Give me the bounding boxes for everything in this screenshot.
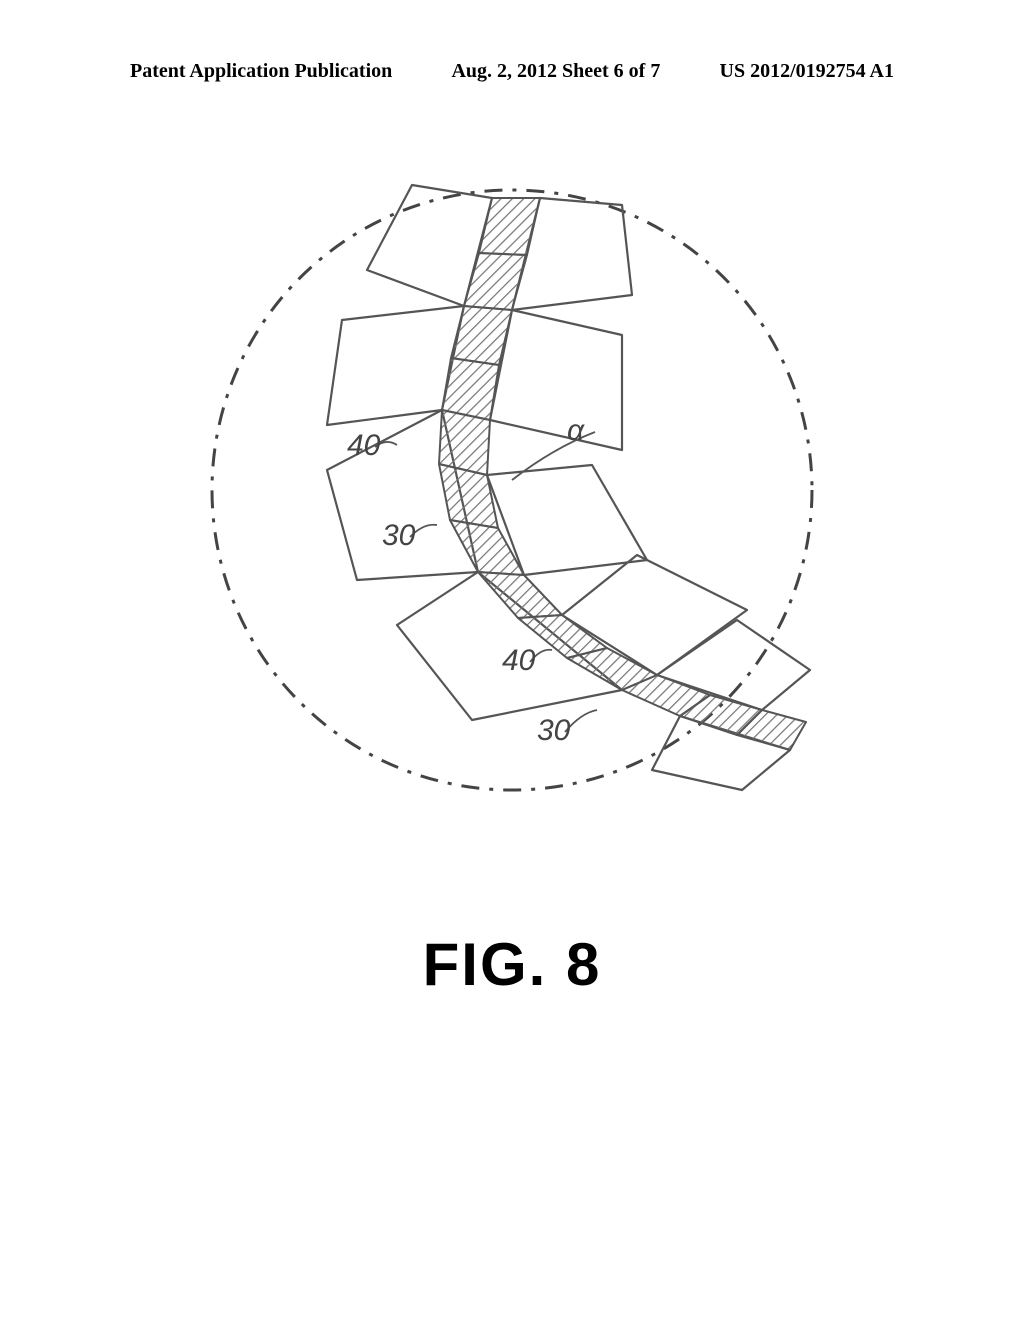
patent-figure: 40 30 α 40 30	[202, 180, 822, 800]
spine-segment	[442, 358, 499, 420]
spine-segment	[464, 253, 527, 310]
reference-numeral: 40	[502, 644, 536, 677]
header-pub-number: US 2012/0192754 A1	[720, 60, 894, 83]
reference-numeral: 30	[537, 714, 571, 747]
figure-caption: FIG. 8	[423, 930, 602, 999]
reference-numeral: 40	[347, 429, 381, 462]
blade-outline	[490, 310, 622, 450]
page-header: Patent Application Publication Aug. 2, 2…	[0, 60, 1024, 83]
spine-segment	[479, 198, 540, 255]
reference-numeral: α	[567, 414, 585, 447]
spine-segment	[439, 464, 498, 528]
header-publication: Patent Application Publication	[130, 60, 392, 83]
reference-numeral: 30	[382, 519, 416, 552]
spine-segment	[478, 572, 562, 618]
header-date-sheet: Aug. 2, 2012 Sheet 6 of 7	[451, 60, 660, 83]
figure-svg: 40 30 α 40 30	[202, 180, 822, 800]
